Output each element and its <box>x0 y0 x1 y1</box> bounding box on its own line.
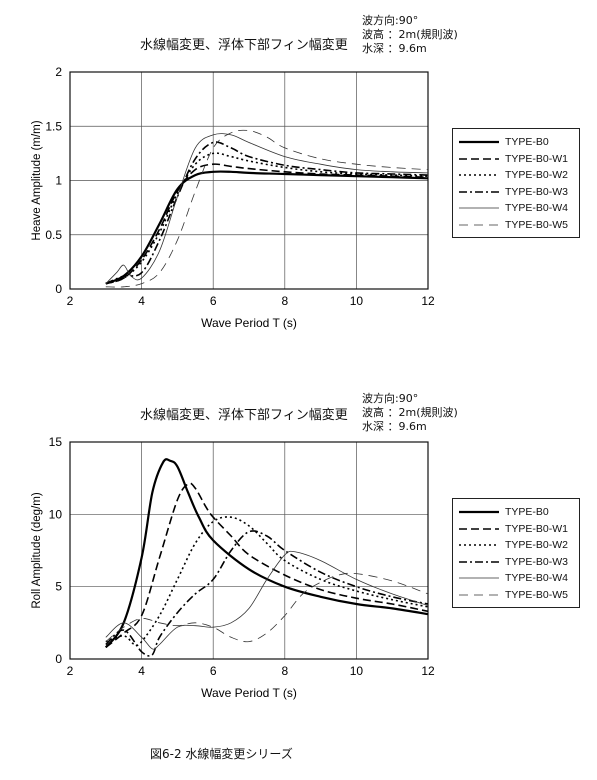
legend-swatch <box>459 544 499 546</box>
y-tick-label: 0 <box>55 652 62 666</box>
legend-swatch <box>459 174 499 176</box>
legend-swatch <box>459 190 499 193</box>
x-tick-label: 2 <box>67 294 74 308</box>
legend-swatch <box>459 224 499 225</box>
y-tick-label: 0.5 <box>45 228 62 242</box>
series-line-type-b0-w5 <box>105 129 428 288</box>
x-tick-label: 6 <box>210 664 217 678</box>
legend-label: TYPE-B0-W5 <box>505 218 569 231</box>
chart-title: 水線幅変更、浮体下部フィン幅変更 <box>140 38 348 53</box>
series-line-type-b0-w2 <box>105 152 428 285</box>
x-tick-label: 4 <box>138 664 145 678</box>
legend-label: TYPE-B0-W3 <box>505 555 569 568</box>
legend-swatch <box>459 207 499 209</box>
legend-swatch <box>459 560 499 563</box>
series-line-type-b0-w4 <box>105 133 428 284</box>
legend-label: TYPE-B0-W2 <box>505 539 569 551</box>
x-tick-label: 10 <box>350 294 364 308</box>
x-tick-label: 4 <box>138 294 145 308</box>
series-line-type-b0-w3 <box>105 141 428 285</box>
series-line-type-b0-w4 <box>105 550 428 650</box>
roll-chart: 水線幅変更、浮体下部フィン幅変更 波方向:90° 波高 ：2m(規則波) 水深 … <box>0 370 597 720</box>
series-line-type-b0-w5 <box>105 572 428 643</box>
roll-legend: TYPE-B0 TYPE-B0-W1 TYPE-B0-W2 TYPE-B0-W3 TYP… <box>452 498 580 608</box>
legend-label: TYPE-B0-W1 <box>505 152 569 165</box>
series-line-type-b0-w3 <box>105 530 428 657</box>
water-depth: 水深 ：9.6m <box>362 42 427 55</box>
legend-label: TYPE-B0-W3 <box>505 185 569 198</box>
legend-label: TYPE-B0 <box>505 136 549 148</box>
plot-frame <box>69 71 429 290</box>
legend-label: TYPE-B0-W4 <box>505 572 569 584</box>
wave-conditions: 波方向:90° 波高 ：2m(規則波) 水深 ：9.6m <box>362 392 458 434</box>
x-tick-label: 2 <box>67 664 74 678</box>
chart-title: 水線幅変更、浮体下部フィン幅変更 <box>140 408 348 423</box>
roll-plot: 2 4 6 8 10 12 0 5 10 15 Wave Period T (s) Roll Ampl… <box>31 435 435 700</box>
wave-height: 波高 ：2m(規則波) <box>362 406 458 419</box>
heave-chart: 水線幅変更、浮体下部フィン幅変更 波方向:90° 波高 ：2m(規則波) 水深 … <box>0 0 597 350</box>
x-tick-label: 12 <box>421 664 435 678</box>
series-line-type-b0 <box>105 170 428 285</box>
y-tick-label: 10 <box>49 507 63 521</box>
series-line-type-b0-w1 <box>105 482 428 649</box>
legend-swatch <box>459 157 499 160</box>
legend-label: TYPE-B0-W1 <box>505 522 569 535</box>
x-tick-label: 8 <box>281 664 288 678</box>
legend-swatch <box>459 510 499 514</box>
x-axis-label: Wave Period T (s) <box>201 316 297 330</box>
series-line-type-b0-w2 <box>105 516 428 647</box>
legend-label: TYPE-B0 <box>505 506 549 518</box>
y-axis-label: Heave Amplitude (m/m) <box>31 120 43 240</box>
series-line-type-b0 <box>104 458 428 649</box>
legend-label: TYPE-B0-W4 <box>505 202 569 214</box>
plot-frame <box>69 441 429 660</box>
y-tick-label: 1.5 <box>45 119 62 133</box>
legend-label: TYPE-B0-W5 <box>505 588 569 601</box>
wave-conditions: 波方向:90° 波高 ：2m(規則波) 水深 ：9.6m <box>362 14 458 56</box>
x-tick-label: 6 <box>210 294 217 308</box>
x-axis-label: Wave Period T (s) <box>201 686 297 700</box>
legend-swatch <box>459 594 499 595</box>
wave-direction: 波方向:90° <box>362 14 419 27</box>
y-tick-label: 15 <box>49 435 63 449</box>
wave-height: 波高 ：2m(規則波) <box>362 28 458 41</box>
x-tick-label: 8 <box>281 294 288 308</box>
water-depth: 水深 ：9.6m <box>362 420 427 433</box>
legend-label: TYPE-B0-W2 <box>505 169 569 181</box>
y-tick-label: 0 <box>55 282 62 296</box>
heave-plot: 2 4 6 8 10 12 0 0.5 1 1.5 2 Wave Period T (s) Heave … <box>31 65 435 330</box>
legend-swatch <box>459 527 499 530</box>
x-tick-label: 10 <box>350 664 364 678</box>
y-axis-label: Roll Amplitude (deg/m) <box>31 492 43 608</box>
y-tick-label: 2 <box>55 65 62 79</box>
wave-direction: 波方向:90° <box>362 392 419 405</box>
y-tick-label: 5 <box>55 580 62 594</box>
y-tick-label: 1 <box>55 174 62 188</box>
plot-area <box>70 442 428 659</box>
x-tick-label: 12 <box>421 294 435 308</box>
heave-legend: TYPE-B0 TYPE-B0-W1 TYPE-B0-W2 TYPE-B0-W3 TYP… <box>452 128 580 238</box>
legend-swatch <box>459 140 499 144</box>
figure-caption: 図6-2 水線幅変更シリーズ <box>150 747 293 761</box>
legend-swatch <box>459 577 499 579</box>
